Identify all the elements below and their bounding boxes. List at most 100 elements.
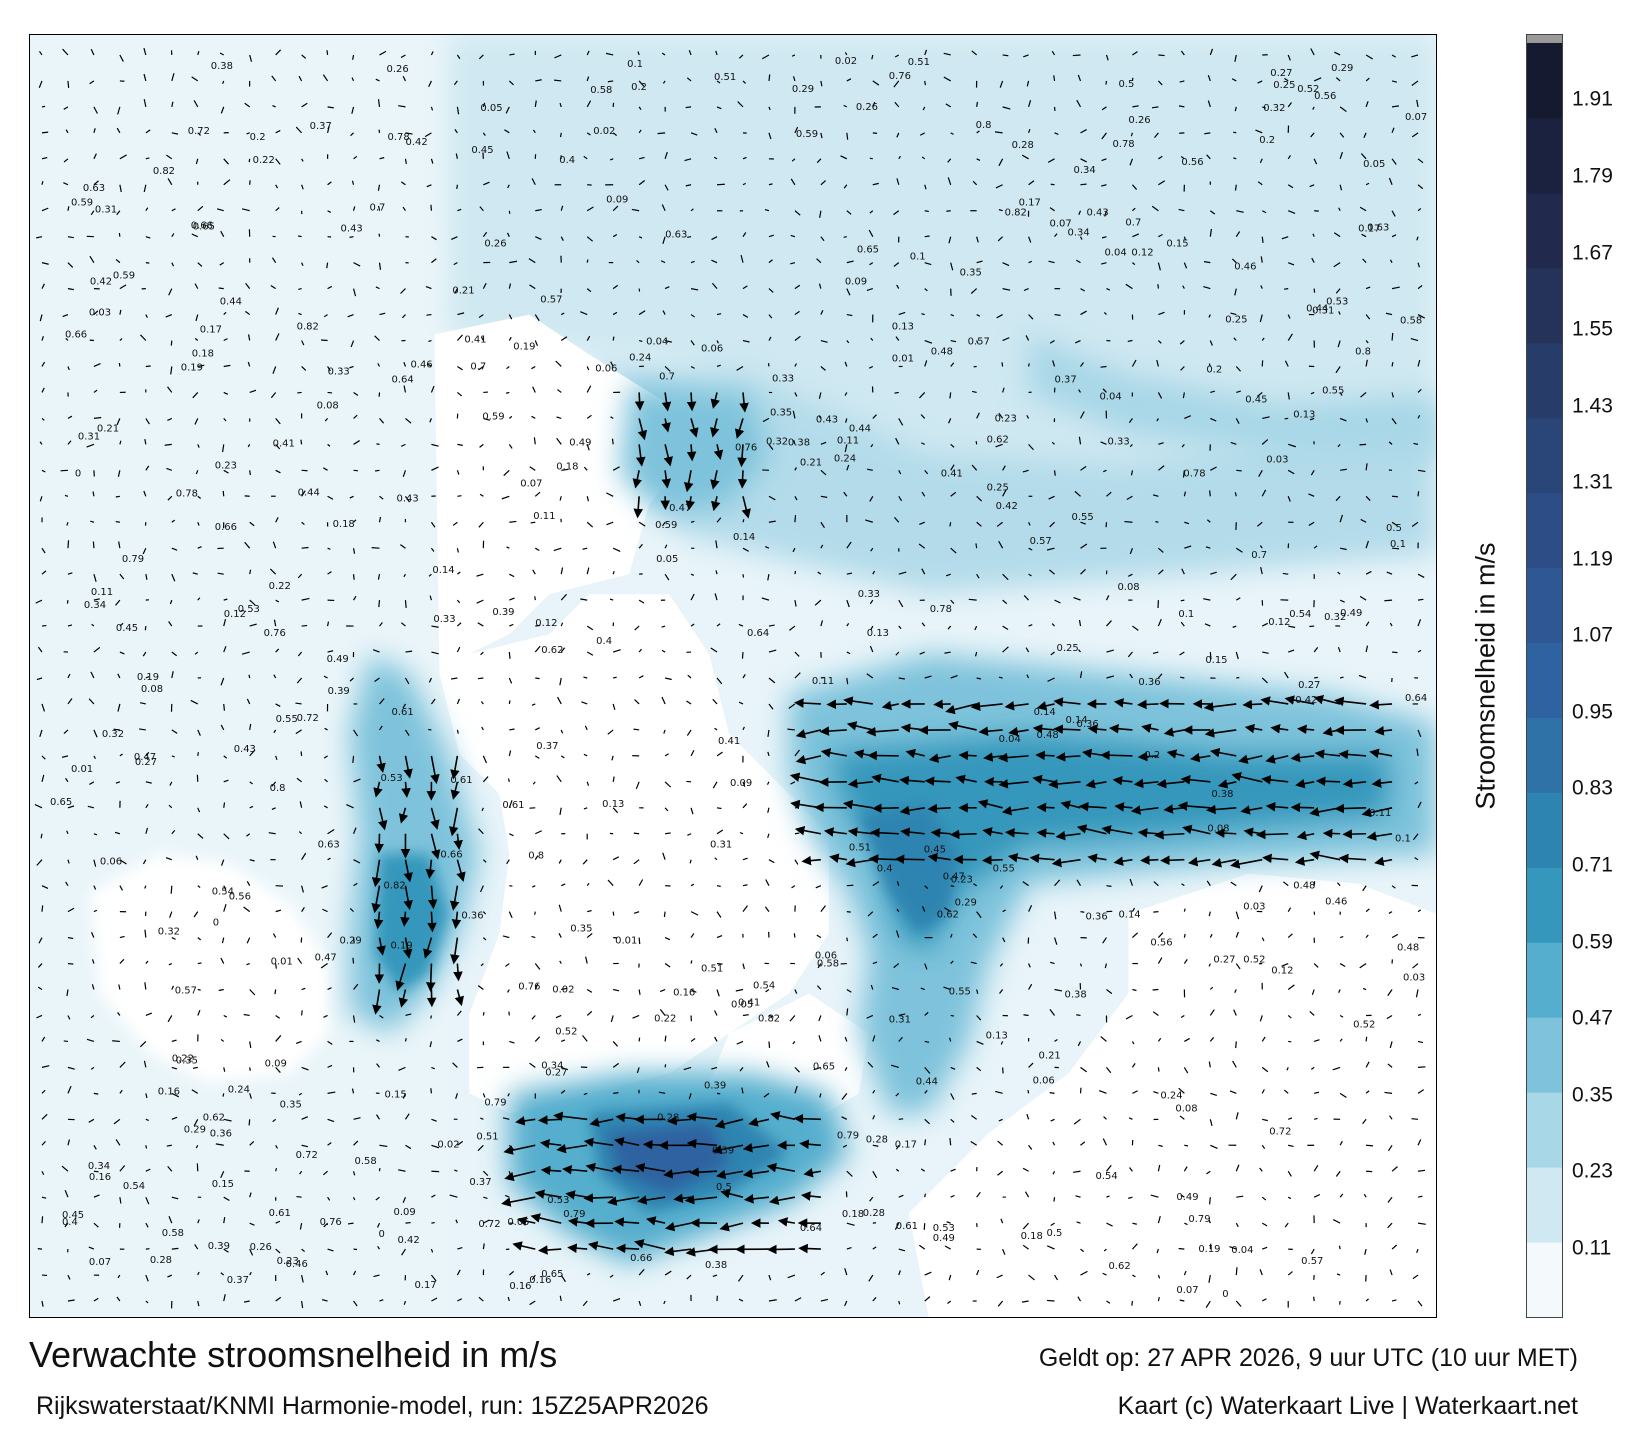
current-vector-arrow	[142, 651, 147, 657]
current-value-label: 0.19	[390, 941, 412, 952]
current-vector-arrow	[67, 572, 73, 575]
current-vector-arrow	[65, 777, 69, 783]
current-vector-arrow	[509, 53, 515, 56]
current-vector-arrow	[327, 828, 335, 835]
current-vector-arrow	[398, 1066, 406, 1072]
current-vector-arrow	[117, 1012, 121, 1016]
current-vector-arrow	[1313, 77, 1322, 82]
current-value-label: 0.03	[1266, 454, 1288, 465]
current-vector-arrow	[690, 260, 695, 264]
current-vector-arrow	[119, 651, 125, 655]
current-vector-arrow	[145, 1118, 149, 1121]
current-vector-arrow	[607, 80, 614, 83]
current-vector-arrow	[1362, 258, 1367, 264]
current-value-label: 0.09	[393, 1207, 415, 1218]
current-vector-arrow	[379, 622, 383, 627]
current-vector-arrow	[322, 908, 328, 913]
current-vector-arrow	[1209, 933, 1213, 938]
current-vector-arrow	[1261, 937, 1265, 942]
current-vector-arrow	[1235, 366, 1242, 372]
current-vector-arrow	[1260, 696, 1289, 706]
current-vector-arrow	[90, 671, 95, 679]
current-vector-arrow	[1359, 206, 1367, 212]
current-vector-arrow	[1415, 989, 1419, 998]
current-vector-arrow	[191, 1089, 199, 1094]
current-vector-arrow	[898, 1248, 906, 1252]
current-vector-arrow	[379, 418, 385, 424]
current-vector-arrow	[972, 180, 978, 186]
current-value-label: 0.35	[570, 924, 592, 935]
current-vector-arrow	[976, 495, 983, 502]
current-vector-arrow	[1338, 1245, 1341, 1250]
current-vector-arrow	[1130, 132, 1134, 137]
current-vector-arrow	[270, 392, 277, 399]
current-vector-arrow	[326, 621, 330, 627]
current-vector-arrow	[457, 495, 462, 497]
current-vector-arrow	[869, 645, 874, 653]
current-vector-arrow	[1078, 210, 1082, 215]
current-value-label: 0.23	[951, 875, 973, 886]
current-vector-arrow	[949, 829, 977, 840]
current-vector-arrow	[818, 1015, 822, 1022]
current-vector-arrow	[898, 470, 902, 475]
current-vector-arrow	[193, 100, 199, 108]
current-vector-arrow	[690, 623, 695, 627]
current-vector-arrow	[171, 1247, 179, 1250]
current-vector-arrow	[1073, 1170, 1081, 1173]
current-vector-arrow	[1234, 54, 1237, 62]
current-vector-arrow	[586, 236, 593, 242]
current-vector-arrow	[584, 725, 588, 731]
current-value-label: 0.37	[469, 1177, 491, 1188]
current-vector-arrow	[67, 1139, 71, 1146]
current-vector-arrow	[1314, 1091, 1320, 1094]
current-vector-arrow	[1128, 418, 1133, 424]
current-vector-arrow	[1287, 1015, 1292, 1019]
current-value-label: 0.09	[845, 277, 867, 288]
current-vector-arrow	[403, 385, 407, 393]
current-vector-arrow	[924, 339, 933, 344]
current-vector-arrow	[506, 859, 510, 865]
current-vector-arrow	[36, 1014, 43, 1019]
current-vector-arrow	[223, 469, 229, 474]
current-vector-arrow	[1210, 466, 1217, 471]
current-vector-arrow	[119, 958, 125, 964]
current-vector-arrow	[866, 1014, 874, 1019]
current-vector-arrow	[398, 105, 406, 108]
current-vector-arrow	[404, 495, 410, 503]
current-value-label: 0.2	[631, 82, 647, 93]
current-value-label: 0.23	[277, 1256, 299, 1267]
current-vector-arrow	[742, 232, 747, 238]
current-vector-arrow	[249, 805, 254, 809]
channel-north-bay	[619, 384, 769, 515]
current-vector-arrow	[349, 908, 354, 913]
current-vector-arrow	[794, 310, 800, 316]
current-value-label: 0.62	[541, 645, 563, 656]
current-vector-arrow	[970, 701, 1003, 712]
current-vector-arrow	[1337, 340, 1341, 348]
current-value-label: 0.21	[1039, 1050, 1061, 1061]
current-vector-arrow	[742, 905, 748, 912]
current-vector-arrow	[1087, 853, 1107, 863]
colorbar-band	[1527, 1092, 1562, 1168]
current-vector-arrow	[142, 859, 147, 865]
current-vector-arrow	[223, 779, 229, 783]
current-vector-arrow	[403, 361, 407, 367]
current-vector-arrow	[327, 571, 332, 575]
current-vector-arrow	[586, 50, 590, 56]
current-vector-arrow	[540, 1165, 562, 1176]
channel-northeast	[1028, 334, 1436, 455]
current-vector-arrow	[508, 80, 514, 86]
current-vector-arrow	[1180, 621, 1185, 627]
current-value-label: 0.78	[176, 488, 198, 499]
current-vector-arrow	[1129, 673, 1133, 679]
current-vector-arrow	[327, 1248, 334, 1252]
current-vector-arrow	[997, 752, 1029, 763]
current-vector-arrow	[480, 885, 484, 893]
current-vector-arrow	[768, 677, 776, 684]
current-vector-arrow	[534, 645, 541, 653]
current-vector-arrow	[197, 807, 201, 813]
current-vector-arrow	[686, 1112, 718, 1122]
current-vector-arrow	[430, 755, 440, 785]
current-vector-arrow	[794, 672, 801, 679]
current-vector-arrow	[975, 543, 978, 549]
